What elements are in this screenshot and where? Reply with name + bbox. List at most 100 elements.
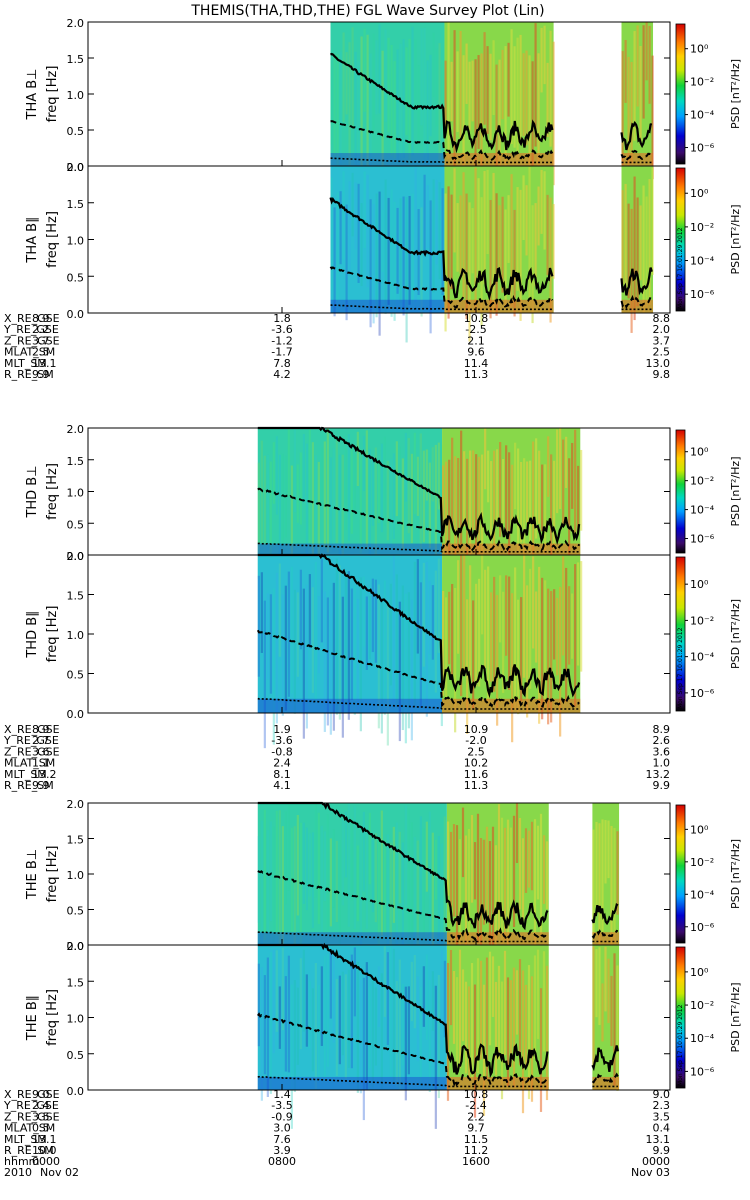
y-tick-label: 0.5 (67, 125, 85, 138)
colorbar (675, 804, 686, 944)
spectrogram-texture (512, 967, 516, 1088)
spectrogram-texture (405, 197, 408, 343)
colorbar-tick-label: 10⁻⁴ (690, 255, 715, 268)
colorbar-tick-label: 10⁻⁴ (690, 504, 715, 517)
ephemeris-label: Z_RE_GSE (4, 745, 60, 758)
spectrogram-texture (332, 829, 335, 908)
spectrogram-texture (305, 974, 308, 1047)
spectrogram-texture (481, 454, 484, 570)
spectrogram-texture (496, 595, 499, 726)
spectrogram-texture (516, 37, 519, 161)
spectrogram-texture (278, 454, 281, 562)
spectrogram-texture (461, 807, 465, 878)
spectrogram-texture (633, 31, 636, 141)
spectrogram-texture (509, 827, 513, 907)
spectrogram-texture (269, 461, 272, 568)
spectrogram-texture (362, 977, 365, 1121)
spectrogram-texture (299, 958, 302, 1050)
spectrogram-texture (533, 819, 537, 961)
low-frequency-curve (330, 157, 652, 164)
spectrogram-texture (469, 565, 472, 683)
spectrogram-texture (272, 826, 275, 943)
spectrogram-texture (407, 808, 410, 948)
spectrogram-texture (341, 819, 344, 906)
colorbar (675, 167, 686, 312)
spectrogram-texture (320, 447, 323, 503)
spectrogram-texture (420, 207, 423, 317)
spectrogram-texture (380, 602, 383, 734)
panel-ylabel-units: freq [Hz] (45, 211, 60, 268)
spectrogram-texture (372, 204, 375, 324)
colorbar-tick-label: 10⁻⁶ (690, 921, 715, 934)
spectrogram-texture (549, 30, 552, 147)
spectrogram-texture (470, 963, 474, 1079)
panel-ylabel: THA B∥ (25, 216, 40, 263)
spectrogram-texture (455, 825, 459, 956)
ephemeris-label: Z_RE_GSE (4, 1110, 60, 1123)
spectrogram-texture (369, 53, 372, 187)
spectrogram-texture (521, 970, 525, 1114)
spectrogram-texture (278, 810, 281, 951)
spectrogram-texture (368, 595, 371, 660)
spectrogram-texture (648, 25, 651, 104)
spectrogram-texture (269, 952, 272, 1094)
spectrogram-texture (540, 27, 543, 93)
spectrogram-texture (365, 596, 368, 670)
spectrogram-texture (330, 61, 333, 145)
y-tick-label: 0.0 (67, 940, 85, 953)
spectrogram-texture (413, 836, 416, 951)
spectrogram-texture (438, 43, 441, 161)
spectrogram-texture (521, 838, 525, 922)
spectrogram-texture (377, 584, 380, 729)
spectrogram-texture (515, 803, 519, 863)
spectrogram-texture (441, 60, 444, 139)
low-frequency-curve (257, 542, 580, 553)
spectrogram-texture (341, 971, 344, 1056)
spectrogram-texture (335, 979, 338, 1077)
ephemeris-value: 2.2 (467, 1110, 485, 1123)
spectrogram-texture (511, 464, 514, 524)
half-gyrofrequency-curve (257, 1012, 619, 1088)
spectrogram-texture (383, 839, 386, 933)
spectrogram-texture (497, 965, 501, 1060)
spectrogram-texture (362, 576, 365, 647)
spectrogram-texture (452, 971, 456, 1044)
timestamp-stamp: Mon Sep 17 10:01:29 2012 (677, 1004, 684, 1086)
spectrogram-texture (543, 171, 546, 250)
ephemeris-value: 9.9 (653, 779, 671, 792)
spectrogram-texture (342, 171, 345, 260)
spectrogram-texture (375, 193, 378, 318)
spectrogram-texture (363, 28, 366, 112)
spectrogram-texture (495, 64, 498, 209)
y-tick-label: 2.0 (67, 161, 85, 174)
spectrogram-texture (534, 23, 537, 147)
spectrogram-texture (435, 179, 438, 265)
y-tick-label: 1.0 (67, 235, 85, 248)
ephemeris-value: 8.1 (273, 768, 291, 781)
spectrogram-texture (374, 833, 377, 923)
spectrogram-texture (381, 50, 384, 189)
spectrogram-texture (571, 442, 574, 509)
spectrogram-texture (437, 442, 440, 510)
spectrogram-texture (497, 804, 501, 935)
spectrogram-texture (401, 458, 404, 551)
spectrogram-texture (492, 40, 495, 116)
spectrogram-texture (639, 205, 642, 281)
spectrogram-texture (494, 981, 498, 1076)
spectrogram-texture (577, 562, 580, 666)
spectrogram-texture (377, 966, 380, 1027)
spectrogram-texture (260, 572, 263, 653)
spectrogram-texture (389, 458, 392, 548)
colorbar (675, 946, 686, 1089)
spectrogram-texture (413, 955, 416, 1029)
ephemeris-value: 4.1 (273, 779, 291, 792)
spectrogram-texture (512, 815, 516, 928)
spectrogram-texture (604, 820, 607, 884)
spectrogram-texture (505, 445, 508, 534)
ephemeris-value: 9.6 (467, 346, 485, 359)
spectrogram-texture (451, 437, 454, 527)
spectrogram-texture (542, 951, 546, 1052)
spectrogram-texture (374, 987, 377, 1066)
spectrogram-texture (517, 448, 520, 554)
